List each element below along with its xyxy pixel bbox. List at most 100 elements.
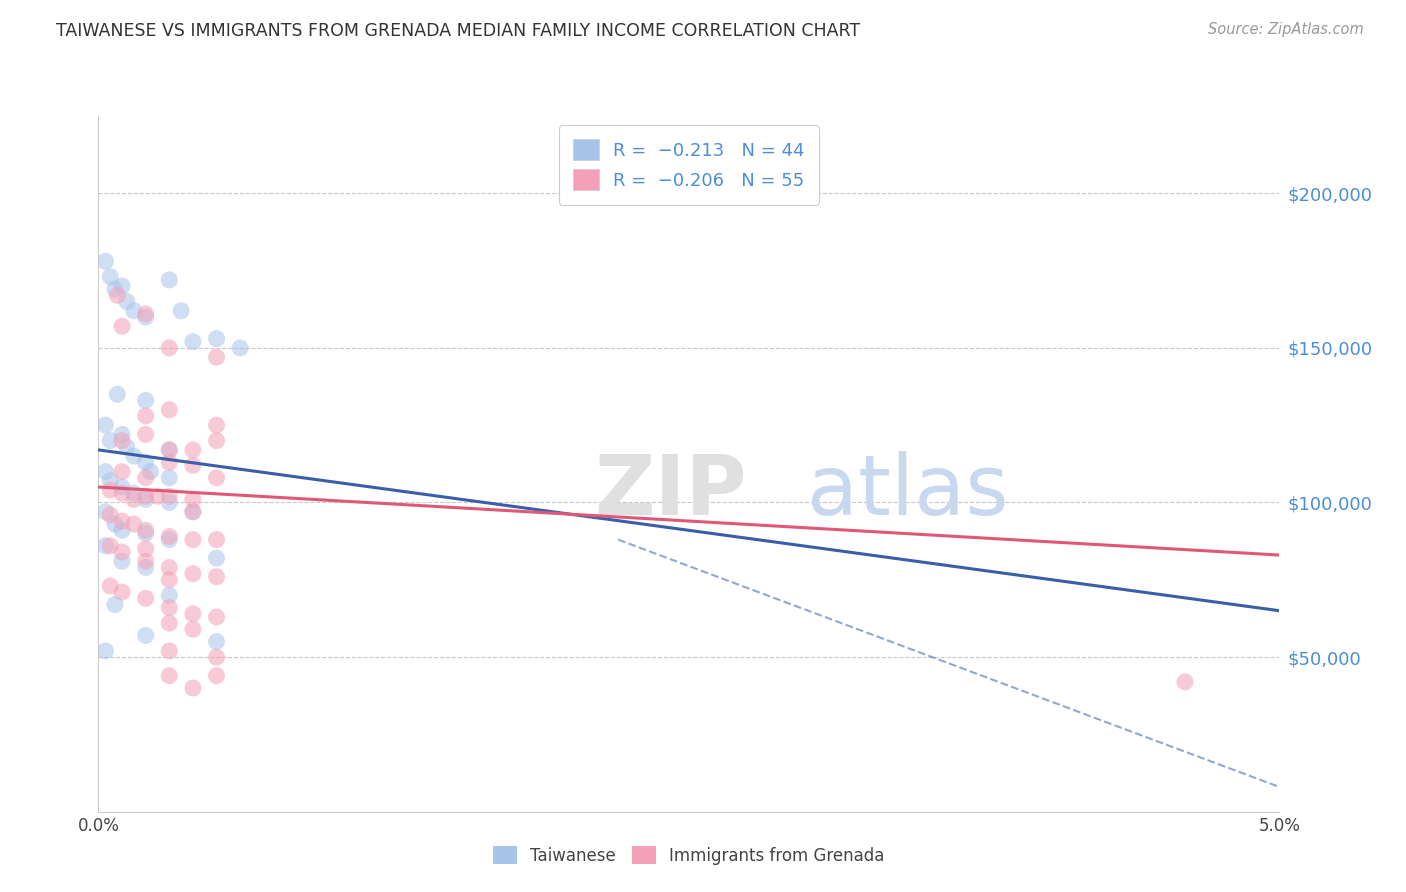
Point <box>157 442 180 457</box>
Point <box>98 483 121 497</box>
Point <box>157 495 180 509</box>
Point <box>94 644 117 658</box>
Point <box>229 341 252 355</box>
Point <box>94 505 117 519</box>
Point <box>135 541 157 556</box>
Point <box>135 591 157 606</box>
Point <box>205 634 228 648</box>
Point <box>157 529 180 543</box>
Point <box>181 566 204 581</box>
Point <box>157 455 180 469</box>
Point <box>111 585 134 599</box>
Point <box>157 489 180 503</box>
Text: ZIP: ZIP <box>595 451 747 533</box>
Point <box>157 573 180 587</box>
Point <box>98 474 121 488</box>
Point <box>135 393 157 408</box>
Point <box>170 303 193 318</box>
Text: Source: ZipAtlas.com: Source: ZipAtlas.com <box>1208 22 1364 37</box>
Point <box>181 458 204 473</box>
Point <box>111 545 134 559</box>
Point <box>181 681 204 695</box>
Point <box>157 644 180 658</box>
Point <box>205 471 228 485</box>
Point <box>146 489 169 503</box>
Point <box>122 486 145 500</box>
Point <box>111 480 134 494</box>
Point <box>205 551 228 566</box>
Point <box>139 465 162 479</box>
Point <box>94 465 117 479</box>
Point <box>122 492 145 507</box>
Point <box>98 579 121 593</box>
Point <box>157 471 180 485</box>
Point <box>1174 674 1197 689</box>
Point <box>181 607 204 621</box>
Point <box>157 402 180 417</box>
Text: atlas: atlas <box>807 451 1008 533</box>
Point <box>205 610 228 624</box>
Point <box>135 526 157 541</box>
Point <box>105 387 128 401</box>
Point <box>205 434 228 448</box>
Point <box>205 350 228 364</box>
Point <box>157 588 180 602</box>
Point <box>111 514 134 528</box>
Point <box>104 598 127 612</box>
Point <box>135 560 157 574</box>
Point <box>181 505 204 519</box>
Point <box>94 418 117 433</box>
Point <box>205 418 228 433</box>
Point <box>181 492 204 507</box>
Point <box>135 554 157 568</box>
Point <box>135 409 157 423</box>
Point <box>104 517 127 532</box>
Point <box>135 310 157 324</box>
Point <box>111 554 134 568</box>
Point <box>135 455 157 469</box>
Point <box>111 319 134 334</box>
Point <box>181 622 204 636</box>
Point <box>115 440 138 454</box>
Point <box>157 442 180 457</box>
Point <box>135 524 157 538</box>
Point <box>181 334 204 349</box>
Point <box>135 427 157 442</box>
Point <box>98 508 121 522</box>
Point <box>135 489 157 503</box>
Point <box>111 486 134 500</box>
Point <box>157 533 180 547</box>
Point <box>157 668 180 682</box>
Point <box>94 539 117 553</box>
Legend: Taiwanese, Immigrants from Grenada: Taiwanese, Immigrants from Grenada <box>485 838 893 873</box>
Point <box>135 307 157 321</box>
Point <box>122 517 145 532</box>
Point <box>205 650 228 665</box>
Point <box>157 273 180 287</box>
Point <box>115 294 138 309</box>
Point <box>205 533 228 547</box>
Point <box>157 600 180 615</box>
Point <box>122 303 145 318</box>
Point <box>181 505 204 519</box>
Point <box>205 570 228 584</box>
Point <box>122 449 145 463</box>
Point <box>157 341 180 355</box>
Point <box>104 282 127 296</box>
Point <box>111 524 134 538</box>
Point <box>111 279 134 293</box>
Point <box>135 471 157 485</box>
Point <box>111 427 134 442</box>
Point <box>94 254 117 268</box>
Point <box>205 332 228 346</box>
Point <box>181 442 204 457</box>
Point <box>98 434 121 448</box>
Point <box>181 533 204 547</box>
Point <box>111 434 134 448</box>
Point <box>157 616 180 631</box>
Text: TAIWANESE VS IMMIGRANTS FROM GRENADA MEDIAN FAMILY INCOME CORRELATION CHART: TAIWANESE VS IMMIGRANTS FROM GRENADA MED… <box>56 22 860 40</box>
Point <box>135 628 157 642</box>
Point <box>105 288 128 302</box>
Point <box>111 465 134 479</box>
Point <box>98 539 121 553</box>
